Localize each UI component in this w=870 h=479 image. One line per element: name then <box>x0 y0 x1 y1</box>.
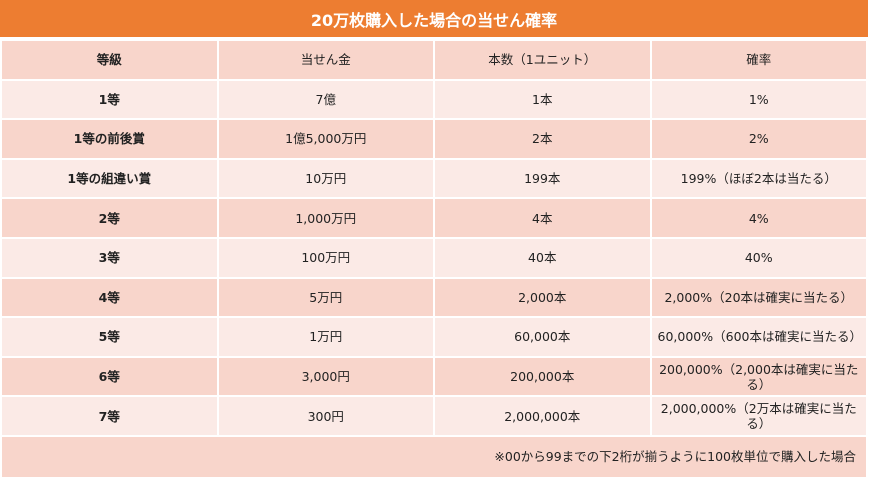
header-count: 本数（1ユニット） <box>433 39 652 81</box>
grade-cell: 2等 <box>0 197 219 239</box>
grade-cell: 6等 <box>0 355 219 398</box>
prize-cell: 5万円 <box>216 276 435 319</box>
prize-cell: 10万円 <box>216 157 435 200</box>
grade-cell: 4等 <box>0 276 219 319</box>
table-row: 1等の組違い賞 10万円 199本 199%（ほぼ2本は当たる） <box>0 157 868 200</box>
prize-cell: 1万円 <box>216 316 435 358</box>
count-cell: 200,000本 <box>433 355 652 398</box>
table-row: 3等 100万円 40本 40% <box>0 236 868 279</box>
header-prize: 当せん金 <box>216 39 435 81</box>
table-row: 1等の前後賞 1億5,000万円 2本 2% <box>0 118 868 160</box>
prize-cell: 3,000円 <box>216 355 435 398</box>
probability-cell: 200,000%（2,000本は確実に当たる） <box>649 355 868 398</box>
grade-cell: 5等 <box>0 316 219 358</box>
footnote-row: ※00から99までの下2桁が揃うように100枚単位で購入した場合 <box>0 434 868 479</box>
grade-cell: 7等 <box>0 395 219 437</box>
table: 等級 当せん金 本数（1ユニット） 確率 1等 7億 1本 1% 1等の前後賞 1億5,0… <box>0 39 868 479</box>
probability-cell: 2,000,000%（2万本は確実に当たる） <box>649 395 868 437</box>
grade-cell: 1等の前後賞 <box>0 118 219 160</box>
footnote: ※00から99までの下2桁が揃うように100枚単位で購入した場合 <box>0 434 868 479</box>
count-cell: 1本 <box>433 78 652 121</box>
count-cell: 199本 <box>433 157 652 200</box>
count-cell: 2本 <box>433 118 652 160</box>
probability-cell: 40% <box>649 236 868 279</box>
header-grade: 等級 <box>0 39 219 81</box>
prize-cell: 100万円 <box>216 236 435 279</box>
count-cell: 4本 <box>433 197 652 239</box>
table-row: 4等 5万円 2,000本 2,000%（20本は確実に当たる） <box>0 276 868 319</box>
probability-cell: 199%（ほぼ2本は当たる） <box>649 157 868 200</box>
probability-cell: 4% <box>649 197 868 239</box>
probability-cell: 2% <box>649 118 868 160</box>
header-row: 等級 当せん金 本数（1ユニット） 確率 <box>0 39 868 81</box>
table-title: 20万枚購入した場合の当せん確率 <box>0 0 868 39</box>
prize-cell: 7億 <box>216 78 435 121</box>
count-cell: 2,000,000本 <box>433 395 652 437</box>
probability-cell: 2,000%（20本は確実に当たる） <box>649 276 868 319</box>
table-row: 1等 7億 1本 1% <box>0 78 868 121</box>
count-cell: 40本 <box>433 236 652 279</box>
count-cell: 60,000本 <box>433 316 652 358</box>
table-row: 5等 1万円 60,000本 60,000%（600本は確実に当たる） <box>0 316 868 358</box>
table-row: 2等 1,000万円 4本 4% <box>0 197 868 239</box>
grade-cell: 1等の組違い賞 <box>0 157 219 200</box>
probability-cell: 60,000%（600本は確実に当たる） <box>649 316 868 358</box>
table-row: 7等 300円 2,000,000本 2,000,000%（2万本は確実に当たる） <box>0 395 868 437</box>
prize-cell: 1億5,000万円 <box>216 118 435 160</box>
prize-cell: 300円 <box>216 395 435 437</box>
header-probability: 確率 <box>649 39 868 81</box>
table-row: 6等 3,000円 200,000本 200,000%（2,000本は確実に当たる） <box>0 355 868 398</box>
prize-cell: 1,000万円 <box>216 197 435 239</box>
count-cell: 2,000本 <box>433 276 652 319</box>
probability-cell: 1% <box>649 78 868 121</box>
grade-cell: 1等 <box>0 78 219 121</box>
grade-cell: 3等 <box>0 236 219 279</box>
